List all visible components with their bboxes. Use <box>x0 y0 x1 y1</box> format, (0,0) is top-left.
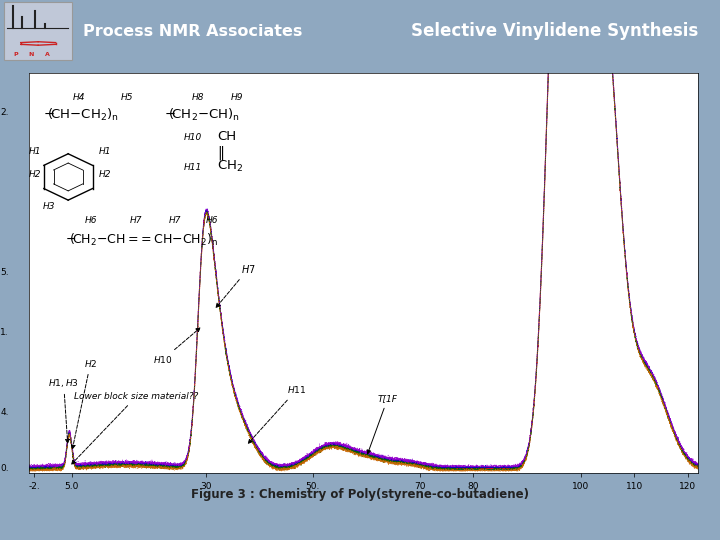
Text: H9: H9 <box>230 93 243 103</box>
Text: H2: H2 <box>99 170 112 179</box>
Text: H6: H6 <box>84 217 97 225</box>
Text: H6: H6 <box>205 217 218 225</box>
Text: CH$_2$: CH$_2$ <box>217 159 243 174</box>
Text: $\mathit{H7}$: $\mathit{H7}$ <box>216 262 256 307</box>
Text: Selective Vinylidene Synthesis: Selective Vinylidene Synthesis <box>411 22 698 40</box>
Text: 4.: 4. <box>0 408 9 417</box>
Text: 1.: 1. <box>0 328 9 337</box>
Text: $\mathit{H2}$: $\mathit{H2}$ <box>71 358 97 449</box>
Text: H7: H7 <box>168 217 181 225</box>
Text: CH: CH <box>217 130 236 143</box>
Text: N: N <box>29 52 34 57</box>
Text: $\mathit{H10}$: $\mathit{H10}$ <box>153 328 200 365</box>
Text: P: P <box>13 52 17 57</box>
Text: H8: H8 <box>192 93 204 103</box>
Text: H5: H5 <box>121 93 133 103</box>
Text: 0.: 0. <box>0 464 9 473</box>
Text: H11: H11 <box>184 163 202 172</box>
FancyBboxPatch shape <box>4 3 72 59</box>
Text: 5.: 5. <box>0 268 9 277</box>
Text: $\mathsf{-\!\!\!(\!}$CH$_2\mathsf{-}$CH$\mathsf{=\!=}$CH$\mathsf{-}$CH$_2\mathsf: $\mathsf{-\!\!\!(\!}$CH$_2\mathsf{-}$CH$… <box>66 232 219 248</box>
Text: H2: H2 <box>29 170 41 179</box>
Text: H3: H3 <box>43 202 55 211</box>
Text: A: A <box>45 52 50 57</box>
Text: T[1F: T[1F <box>367 394 397 454</box>
Text: $\mathit{H1,H3}$: $\mathit{H1,H3}$ <box>48 377 79 443</box>
Text: $\mathsf{-\!\!\!(\!}$CH$\mathsf{-}$CH$_2\mathsf{)_n}$: $\mathsf{-\!\!\!(\!}$CH$\mathsf{-}$CH$_2… <box>43 107 119 123</box>
Text: Lower block size material??: Lower block size material?? <box>72 392 199 464</box>
Text: H1: H1 <box>99 147 112 156</box>
Text: H7: H7 <box>130 217 142 225</box>
Text: $\mathsf{-\!\!\!(\!}$CH$_2\mathsf{-}$CH$\mathsf{)_n}$: $\mathsf{-\!\!\!(\!}$CH$_2\mathsf{-}$CH$… <box>163 107 240 123</box>
Text: 2.: 2. <box>0 109 9 117</box>
Text: Process NMR Associates: Process NMR Associates <box>83 24 302 38</box>
Text: $\mathit{H11}$: $\mathit{H11}$ <box>248 384 306 443</box>
Text: H1: H1 <box>29 147 41 156</box>
Text: Figure 3 : Chemistry of Poly(styrene-co-butadiene): Figure 3 : Chemistry of Poly(styrene-co-… <box>191 488 529 501</box>
Text: ‖: ‖ <box>217 145 224 160</box>
Text: H4: H4 <box>73 93 86 103</box>
Text: H10: H10 <box>184 133 202 142</box>
